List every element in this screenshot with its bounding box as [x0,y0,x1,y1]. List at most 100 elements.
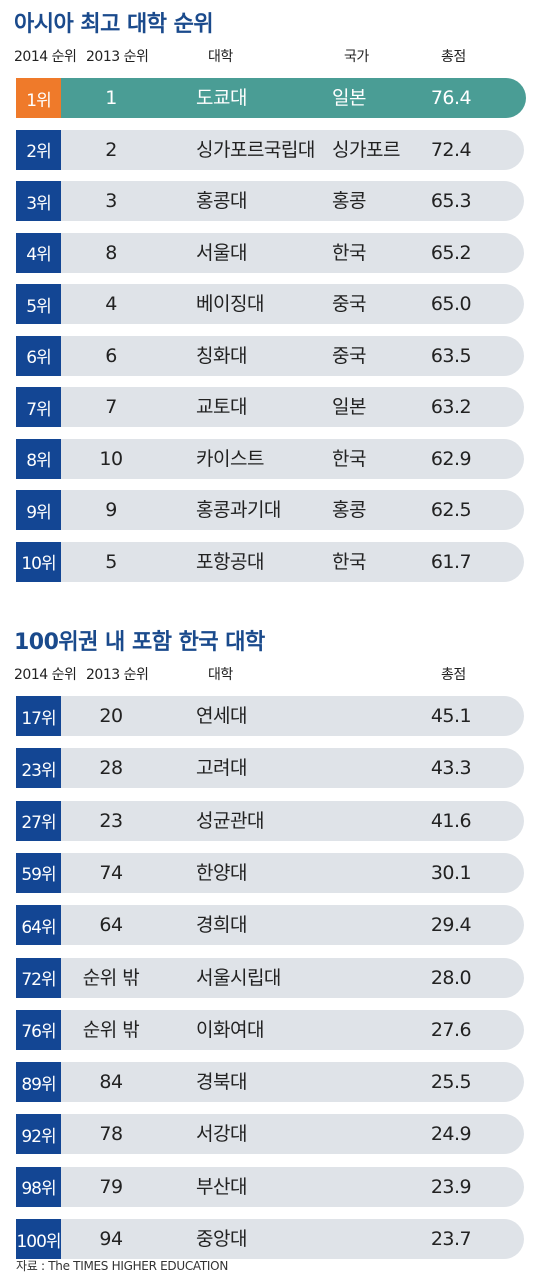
row-background [16,232,524,273]
rank-2013-value: 23 [99,809,123,832]
row-background [16,957,524,998]
rank-2014-badge: 100위 [16,1219,62,1259]
col-rank-2014-header: 2014 순위 [14,667,77,683]
university-name: 중앙대 [196,1228,247,1250]
rank-2013-value: 74 [99,861,123,884]
source-note: 자료 : The TIMES HIGHER EDUCATION [16,1259,228,1273]
col-university-header: 대학 [208,667,233,683]
row-background [16,490,524,530]
university-name: 연세대 [196,705,247,727]
rank-2014-badge: 5위 [16,284,61,324]
rank-2013-value: 6 [105,344,117,367]
rank-2014-badge: 8위 [16,438,61,479]
rank-2014-badge: 59위 [16,852,61,893]
score-value: 65.2 [430,241,472,264]
score-value: 28.0 [430,966,472,989]
score-value: 23.9 [430,1175,472,1198]
country-name: 일본 [332,87,366,109]
score-value: 23.7 [430,1228,472,1250]
university-name: 포항공대 [196,550,264,573]
rank-2013-value: 순위 밖 [82,966,140,989]
col-rank-2013-header: 2013 순위 [86,667,149,683]
rank-2013-value: 9 [105,499,117,521]
rank-2013-value: 20 [99,705,123,727]
row-background [16,1114,524,1155]
row-background [16,335,524,376]
score-value: 62.9 [430,447,472,470]
col-score-header: 총점 [441,49,466,65]
row-background [16,1062,524,1103]
rank-2014-badge: 76위 [16,1009,61,1050]
col-rank-2014-header: 2014 순위 [14,49,77,65]
rank-2013-value: 28 [99,757,123,780]
score-value: 65.0 [430,293,472,315]
korea-top100-header: 2014 순위 2013 순위 대학 총점 [0,664,540,688]
university-name: 서울시립대 [196,966,281,989]
university-name: 고려대 [196,757,247,780]
country-name: 한국 [332,447,366,470]
rank-2013-value: 1 [105,87,117,109]
score-value: 43.3 [430,757,472,780]
rank-2014-badge: 1위 [16,78,61,118]
row-background [16,541,524,582]
university-name: 도쿄대 [196,87,247,109]
row-background [16,696,524,736]
university-name: 홍콩과기대 [196,499,281,521]
score-value: 61.7 [430,550,472,573]
university-name: 싱가포르국립대 [196,138,315,161]
col-university-header: 대학 [208,49,233,65]
score-value: 29.4 [430,914,472,937]
col-country-header: 국가 [344,49,369,65]
university-name: 칭화대 [196,344,247,367]
university-name: 베이징대 [196,293,264,315]
score-value: 24.9 [430,1123,472,1146]
country-name: 일본 [332,396,366,418]
university-name: 교토대 [196,396,247,418]
score-value: 63.5 [430,344,472,367]
row-background [16,1009,524,1050]
country-name: 중국 [332,344,366,367]
rank-2014-badge: 4위 [16,232,61,273]
rank-2013-value: 3 [105,190,117,212]
row-background [16,905,524,946]
university-name: 경희대 [196,914,247,937]
university-name: 부산대 [196,1175,247,1198]
rank-2014-badge: 23위 [16,748,61,789]
country-name: 홍콩 [332,190,366,212]
rank-2013-value: 79 [99,1175,123,1198]
score-value: 27.6 [430,1018,472,1041]
score-value: 30.1 [430,861,472,884]
rank-2013-value: 10 [99,447,123,470]
asia-ranking-header: 2014 순위 2013 순위 대학 국가 총점 [0,46,540,70]
rank-2014-badge: 89위 [16,1062,61,1103]
country-name: 한국 [332,241,366,264]
rank-2013-value: 순위 밖 [82,1018,140,1041]
country-name: 중국 [332,293,366,315]
university-name: 성균관대 [196,809,264,832]
rank-2014-badge: 9위 [16,490,61,530]
rank-2013-value: 64 [99,914,123,937]
score-value: 62.5 [430,499,472,521]
university-name: 이화여대 [196,1018,264,1041]
rank-2013-value: 7 [105,396,117,418]
country-name: 싱가포르 [332,138,400,161]
row-background [16,78,526,118]
score-value: 65.3 [430,190,472,212]
row-background [16,284,524,324]
rank-2014-badge: 27위 [16,800,61,841]
rank-2014-badge: 64위 [16,905,61,946]
rank-2014-badge: 17위 [16,696,61,736]
row-background [16,852,524,893]
korea-top100-title: 100위권 내 포함 한국 대학 [14,630,265,655]
university-name: 경북대 [196,1071,247,1094]
rank-2014-badge: 92위 [16,1114,61,1155]
row-background [16,1219,524,1259]
score-value: 72.4 [430,138,472,161]
rank-2013-value: 8 [105,241,117,264]
university-name: 서울대 [196,241,247,264]
rank-2014-badge: 72위 [16,957,61,998]
rank-2014-badge: 6위 [16,335,61,376]
university-name: 카이스트 [196,447,264,470]
row-background [16,748,524,789]
row-background [16,181,524,221]
